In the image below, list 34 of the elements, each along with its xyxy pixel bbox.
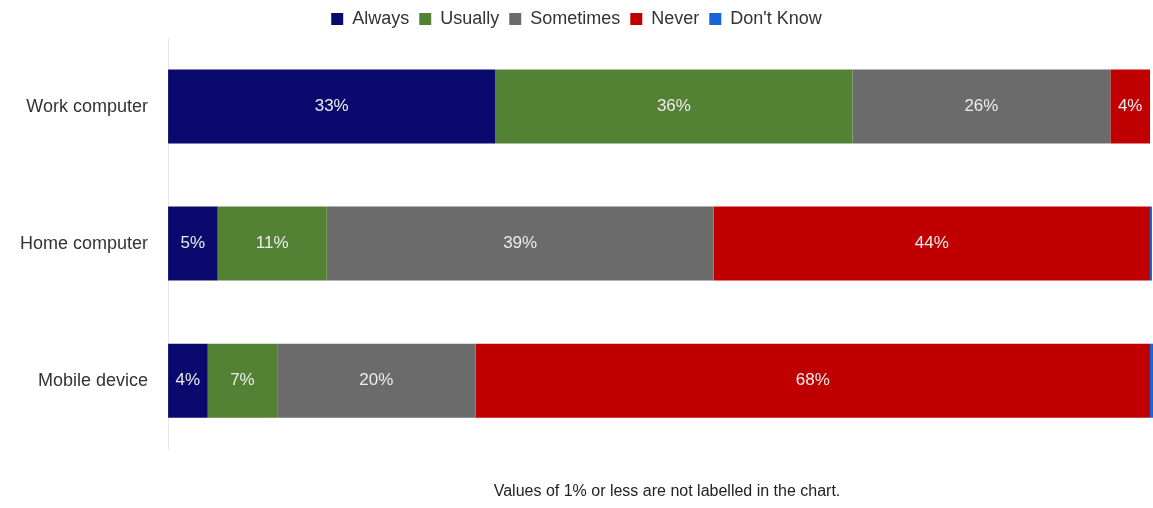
bar: [1110, 69, 1151, 144]
data-label: 4%: [175, 370, 201, 390]
legend-label: Sometimes: [530, 7, 621, 28]
legend-label: Don't Know: [730, 7, 823, 28]
y-tick-label: Home computer: [19, 232, 149, 253]
data-label: 7%: [230, 370, 255, 390]
bar: [207, 343, 278, 418]
bar: [277, 343, 476, 418]
y-tick-label: Mobile device: [37, 369, 149, 390]
data-label: 33%: [314, 96, 349, 116]
bar: [168, 69, 496, 144]
data-label: 5%: [180, 233, 206, 253]
data-label: 20%: [359, 370, 394, 390]
y-tick-label: Work computer: [26, 95, 149, 116]
text: Values of 1% or less are not labelled in the chart.: [492, 482, 842, 500]
data-label: 68%: [795, 370, 830, 390]
bar: [713, 206, 1151, 281]
bar: [326, 206, 714, 281]
data-label: 36%: [656, 96, 691, 116]
bar: [217, 206, 327, 281]
data-label: 39%: [503, 233, 538, 253]
legend-label: Never: [651, 7, 700, 28]
bar: [1150, 343, 1153, 418]
data-label: 26%: [964, 96, 999, 116]
data-label: 11%: [255, 233, 289, 253]
bar: [475, 343, 1151, 418]
data-label: 4%: [1117, 96, 1143, 116]
bar: [852, 69, 1111, 144]
bar: [495, 69, 853, 144]
bar: [168, 206, 218, 281]
legend-label: Always: [352, 7, 410, 28]
bar: [168, 343, 208, 418]
legend-label: Usually: [440, 7, 500, 28]
data-label: 44%: [914, 233, 949, 253]
